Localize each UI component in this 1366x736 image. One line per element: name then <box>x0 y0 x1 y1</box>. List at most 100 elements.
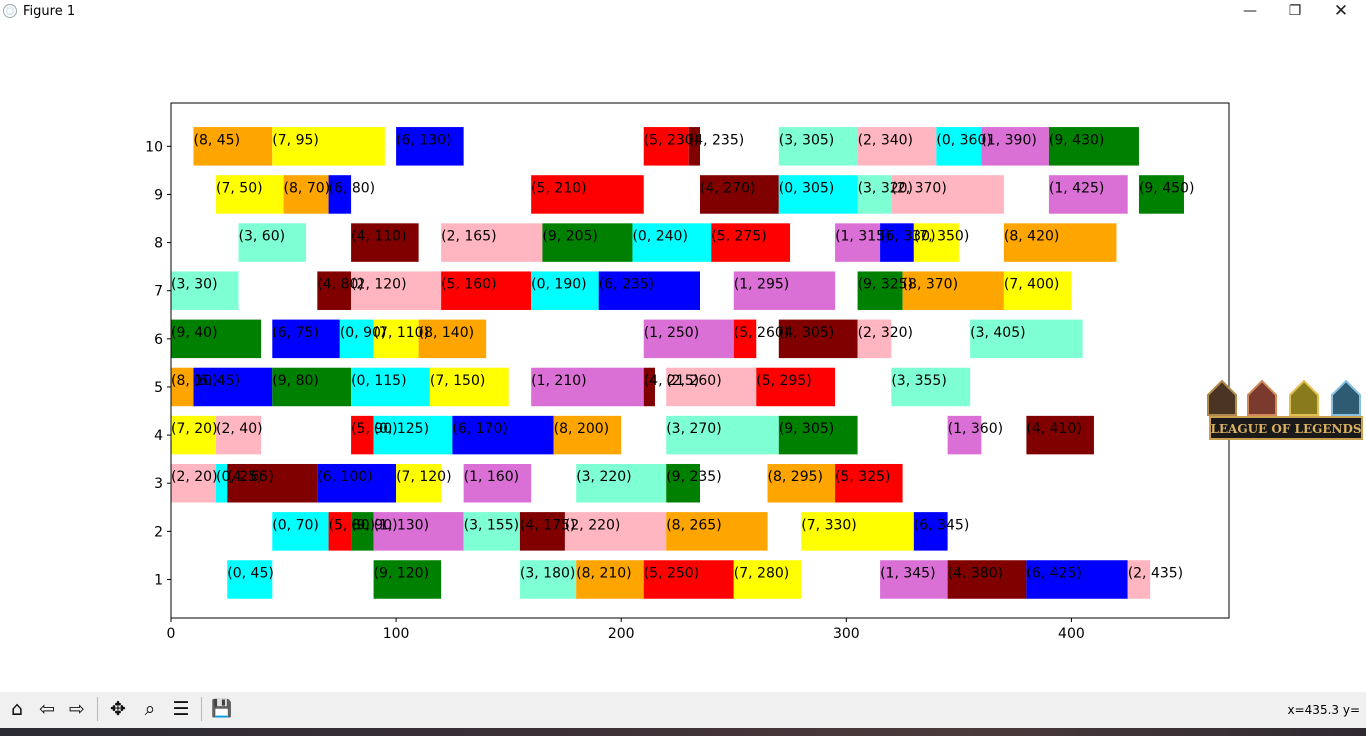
gantt-bar <box>1026 560 1128 599</box>
gantt-bar <box>373 319 419 359</box>
gantt-bar <box>272 127 385 166</box>
bar-label: (7, 95) <box>272 132 319 148</box>
configure-subplots-icon[interactable]: ☰ <box>172 698 190 720</box>
gantt-bar <box>1026 415 1094 455</box>
minimize-button[interactable]: — <box>1243 3 1257 19</box>
gantt-bar <box>643 367 655 407</box>
gantt-bar <box>373 512 464 551</box>
save-icon[interactable]: 💾 <box>211 699 233 719</box>
gantt-bar <box>733 271 836 310</box>
window-title: Figure 1 <box>23 4 76 19</box>
bar-label: (8, 45) <box>194 132 241 148</box>
bar-label: (8, 200) <box>554 421 609 437</box>
gantt-bar <box>981 127 1049 166</box>
figure-canvas[interactable]: (0, 45) (9, 120) (3, 180) (8, 210) (5, 250) (… <box>0 24 1366 692</box>
pan-icon[interactable]: ✥ <box>110 698 126 720</box>
y-tick-label: 5 <box>154 380 163 396</box>
axes-frame <box>170 102 1230 619</box>
bar-label: (5, 160) <box>441 277 496 293</box>
bar-label: (1, 250) <box>644 325 699 341</box>
gantt-bar <box>171 271 239 310</box>
bar-label: (5, 230) <box>644 132 699 148</box>
window-titlebar: Figure 1 — ❐ ✕ <box>0 0 1366 24</box>
gantt-bar <box>733 319 757 359</box>
gantt-bar <box>272 367 352 407</box>
bar-label: (9, 80) <box>272 373 319 389</box>
gantt-bar <box>688 127 700 166</box>
gantt-bar <box>857 127 937 166</box>
maximize-button[interactable]: ❐ <box>1288 3 1302 19</box>
close-button[interactable]: ✕ <box>1333 1 1349 21</box>
bar-label: (0, 115) <box>351 373 406 389</box>
y-tick-label: 4 <box>154 428 163 444</box>
gantt-bar <box>913 512 948 551</box>
gantt-bar <box>317 271 352 310</box>
bar-label: (7, 280) <box>734 565 789 581</box>
bar-label: (7, 400) <box>1004 277 1059 293</box>
bar-label: (4, 270) <box>700 180 755 196</box>
gantt-bar <box>328 512 352 551</box>
bar-label: (0, 240) <box>632 229 687 245</box>
bar-label: (9, 450) <box>1139 180 1194 196</box>
y-tick-label: 3 <box>154 476 163 492</box>
gantt-bar <box>193 367 273 407</box>
x-axis: 0 100 200 300 400 <box>167 618 1085 642</box>
bar-label: (2, 220) <box>565 517 620 533</box>
bar-label: (0, 360) <box>936 132 991 148</box>
toolbar-separator <box>97 697 98 721</box>
gantt-bar <box>1048 127 1139 166</box>
bar-label: (5, 210) <box>531 180 586 196</box>
bar-label: (6, 235) <box>599 277 654 293</box>
gantt-bar <box>351 367 430 407</box>
bar-label: (3, 270) <box>666 421 721 437</box>
gantt-bar <box>936 127 982 166</box>
gantt-bar <box>1138 175 1184 214</box>
bar-label: (8, 10) <box>171 373 218 389</box>
bar-label: (5, 295) <box>756 373 811 389</box>
bar-label: (3, 30) <box>171 277 218 293</box>
gantt-bar <box>171 415 217 455</box>
bar-label: (4, 110) <box>351 229 406 245</box>
bar-label: (3, 60) <box>239 229 286 245</box>
bar-label: (3, 305) <box>779 132 834 148</box>
toolbar-separator <box>201 697 202 721</box>
zoom-icon[interactable]: ⌕ <box>144 698 156 720</box>
gantt-bar <box>553 415 622 455</box>
gantt-bar <box>351 512 374 551</box>
gantt-bar <box>418 319 487 359</box>
gantt-bar <box>519 512 565 551</box>
gantt-bar <box>576 560 644 599</box>
bar-label: (0, 70) <box>272 517 319 533</box>
gantt-bar <box>666 512 768 551</box>
home-icon[interactable]: ⌂ <box>10 698 24 720</box>
bar-label: (4, 410) <box>1026 421 1081 437</box>
gantt-bar <box>666 367 757 407</box>
os-taskbar <box>0 728 1366 736</box>
gantt-bar <box>441 271 532 310</box>
bar-label: (3, 220) <box>576 469 631 485</box>
gantt-bar <box>947 415 982 455</box>
back-icon[interactable]: ⇦ <box>39 698 55 720</box>
y-tick-label: 7 <box>154 284 163 300</box>
bar-label: (6, 130) <box>396 132 451 148</box>
bar-label: (6, 45) <box>194 373 241 389</box>
bar-label: (9, 120) <box>374 565 429 581</box>
gantt-bar <box>666 463 700 503</box>
bar-label: (9, 205) <box>542 229 597 245</box>
gantt-bar <box>283 175 329 214</box>
bar-label: (9, 235) <box>666 469 721 485</box>
bar-label: (7, 350) <box>914 229 969 245</box>
gantt-bar <box>317 463 397 503</box>
bar-label: (8, 370) <box>903 277 958 293</box>
bar-label: (4, 235) <box>689 132 744 148</box>
bar-label: (9, 325) <box>858 277 913 293</box>
gantt-bar <box>463 463 532 503</box>
forward-icon[interactable]: ⇨ <box>69 698 85 720</box>
gantt-bar <box>216 463 228 503</box>
bar-label: (2, 340) <box>858 132 913 148</box>
gantt-bar <box>913 223 959 262</box>
bar-label: (2, 435) <box>1128 565 1183 581</box>
x-tick-label: 400 <box>1058 626 1085 642</box>
gantt-bar <box>1003 271 1072 310</box>
gantt-bar <box>216 175 284 214</box>
